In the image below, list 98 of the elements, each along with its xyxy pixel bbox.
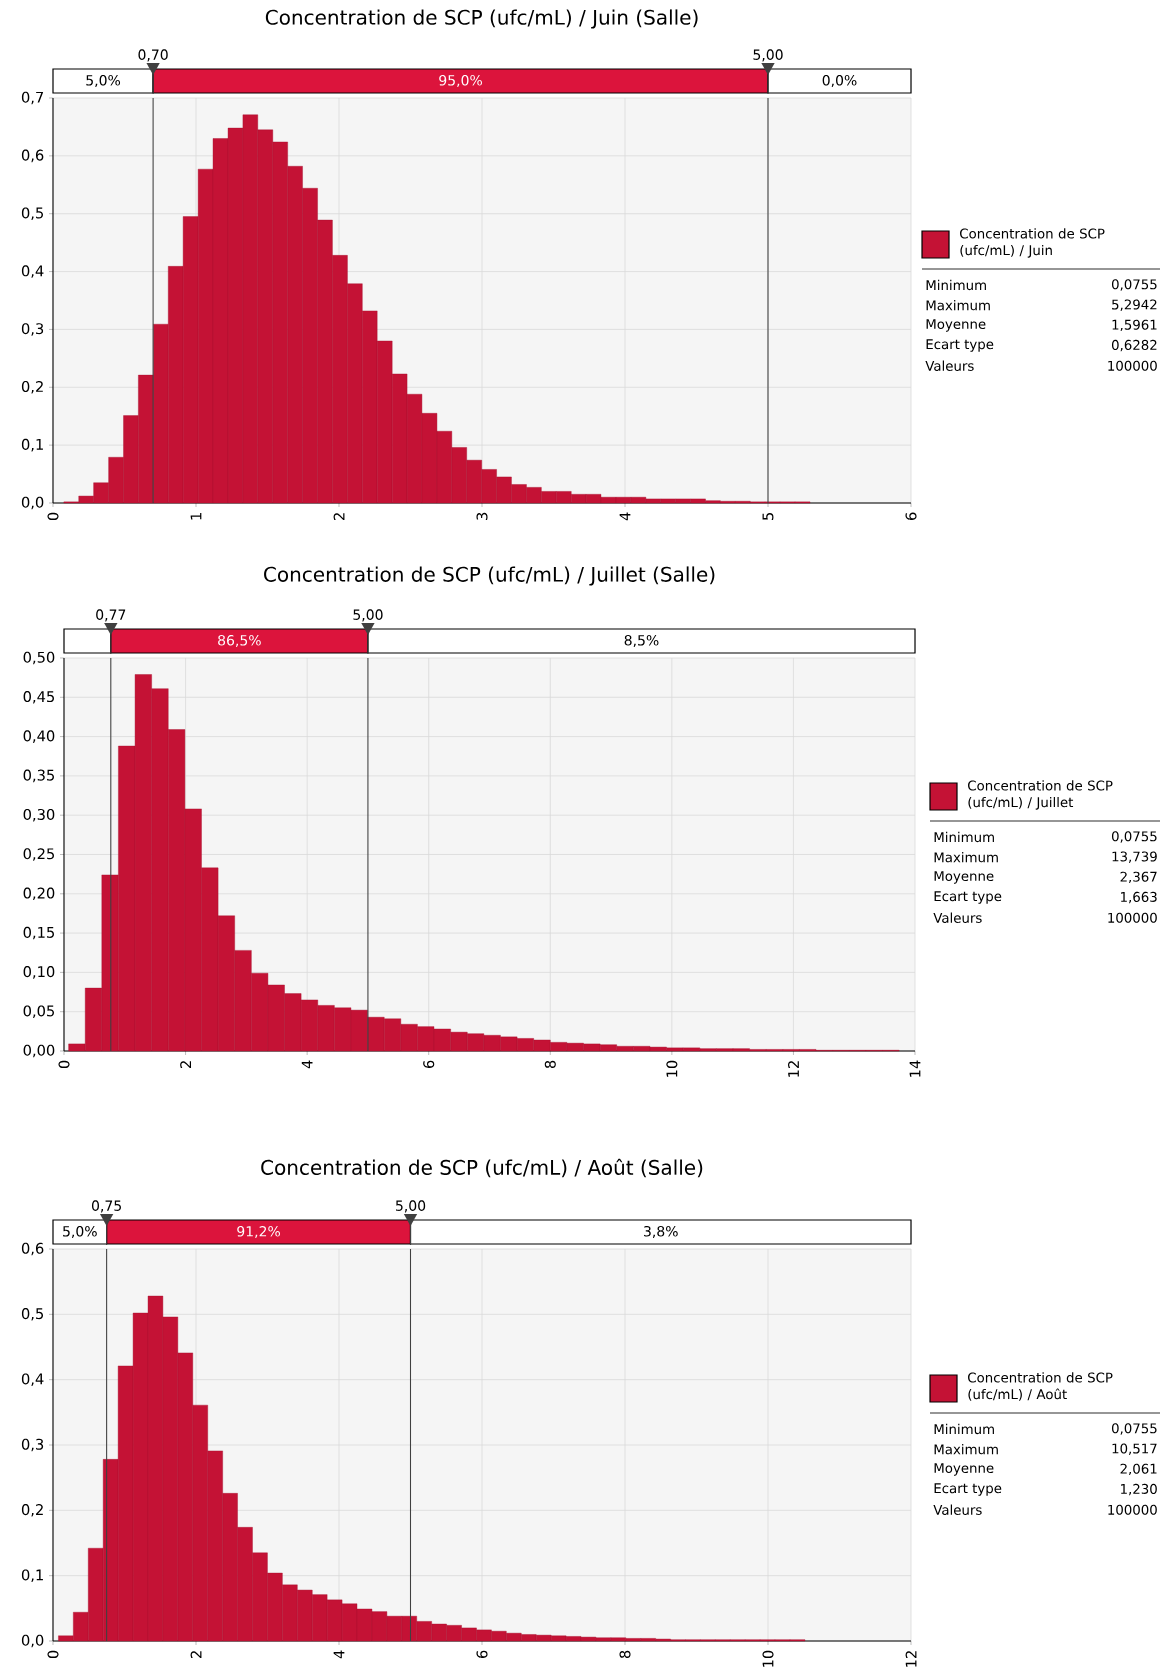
x-tick-label: 6 (905, 512, 917, 520)
x-tick-label: 0 (58, 1060, 70, 1069)
y-tick-label: 0,25 (23, 848, 54, 861)
y-tick-label: 0,6 (21, 149, 44, 163)
y-tick-label: 0,1 (21, 1569, 43, 1582)
y-tick-label: 0,7 (21, 91, 44, 105)
y-tick-label: 0,30 (23, 808, 55, 822)
x-tick-label: 5 (762, 512, 774, 520)
text: 8,5% (624, 634, 659, 647)
text: Maximum (934, 1444, 998, 1455)
y-tick-label: 0,05 (23, 1005, 54, 1018)
ref-line-label: 5,00 (396, 1200, 426, 1213)
y-tick-label: 0,2 (21, 380, 43, 394)
x-tick-label: 10 (762, 1650, 774, 1667)
text: Maximum (934, 852, 998, 863)
ref-line-label: 5,00 (353, 609, 383, 622)
y-tick-label: 0,5 (21, 1308, 44, 1321)
x-tick-label: 0 (47, 512, 59, 521)
text: Minimum (926, 279, 986, 291)
y-tick-label: 0,5 (21, 207, 44, 220)
y-tick-label: 0,3 (21, 1438, 44, 1452)
text: 5,0% (63, 1225, 97, 1239)
text: Ecart type (934, 891, 1002, 904)
x-tick-label: 8 (619, 1650, 631, 1659)
y-tick-label: 0,1 (21, 438, 43, 452)
y-tick-label: 0,3 (21, 323, 44, 336)
y-tick-label: 0,20 (23, 887, 55, 901)
x-tick-label: 6 (423, 1060, 435, 1069)
text: 100000 (1108, 912, 1157, 923)
text: Valeurs (925, 360, 974, 371)
text: 100000 (1108, 1504, 1157, 1515)
text: 1,5961 (1112, 319, 1157, 332)
chart-title: Concentration de SCP (ufc/mL) / Juin (Salle) (265, 9, 698, 29)
ref-line-label: 5,00 (753, 49, 783, 62)
x-tick-label: 4 (333, 1650, 345, 1659)
text: 0,0755 (1111, 831, 1157, 843)
text: 91,2% (237, 1225, 281, 1239)
y-tick-label: 0,6 (21, 1242, 44, 1256)
ref-line-label: 0,75 (91, 1200, 121, 1213)
text: 1,230 (1121, 1483, 1157, 1496)
y-tick-label: 0,2 (21, 1504, 43, 1517)
ref-line-label: 0,77 (96, 609, 126, 622)
y-tick-label: 0,15 (23, 926, 54, 940)
y-tick-label: 0,45 (23, 691, 54, 704)
y-tick-label: 0,4 (21, 265, 44, 278)
x-tick-label: 2 (333, 513, 345, 520)
x-tick-label: 4 (301, 1060, 313, 1069)
x-tick-label: 0 (47, 1650, 59, 1659)
text: 100000 (1108, 360, 1157, 371)
text: Moyenne (934, 871, 994, 884)
x-tick-label: 12 (905, 1651, 917, 1667)
text: Valeurs (933, 1504, 982, 1515)
text: Moyenne (934, 1463, 994, 1476)
text: 0,0755 (1111, 1423, 1157, 1435)
text: Valeurs (933, 912, 982, 923)
y-tick-label: 0,35 (23, 769, 54, 783)
y-tick-label: 0,00 (23, 1044, 55, 1058)
chart-title: Concentration de SCP (ufc/mL) / Août (Salle) (261, 1158, 703, 1178)
y-tick-label: 0,4 (21, 1373, 44, 1386)
text: Moyenne (926, 319, 986, 332)
chart-title: Concentration de SCP (ufc/mL) / Juillet (Salle) (264, 566, 715, 586)
y-tick-label: 0,0 (21, 1634, 44, 1648)
text: 1,663 (1121, 891, 1157, 904)
text: 0,0755 (1111, 279, 1157, 291)
legend-label: Concentration de SCP (ufc/mL) / Juin (960, 228, 1105, 258)
text: 2,367 (1120, 871, 1157, 884)
y-tick-label: 0,50 (23, 651, 55, 665)
x-tick-label: 12 (788, 1061, 799, 1077)
x-tick-label: 1 (190, 513, 202, 520)
text: 5,2942 (1112, 299, 1157, 311)
text: 3,8% (644, 1225, 678, 1239)
text: 0,6282 (1111, 339, 1157, 352)
x-tick-label: 2 (190, 1651, 202, 1658)
text: Maximum (926, 300, 990, 311)
x-tick-label: 4 (619, 512, 631, 521)
y-tick-label: 0,10 (23, 966, 55, 979)
x-tick-label: 2 (180, 1061, 192, 1068)
text: Ecart type (934, 1483, 1002, 1496)
text: 5,0% (86, 74, 121, 87)
ref-line-label: 0,70 (138, 49, 168, 62)
legend-label: Concentration de SCP (ufc/mL) / Août (968, 1372, 1113, 1401)
text: Ecart type (926, 339, 994, 352)
legend-label: Concentration de SCP (ufc/mL) / Juillet (968, 780, 1113, 810)
text: 10,517 (1112, 1443, 1157, 1455)
text: Minimum (934, 1423, 994, 1435)
text: 13,739 (1112, 851, 1157, 863)
x-tick-label: 14 (909, 1060, 921, 1077)
y-tick-label: 0,0 (21, 496, 44, 510)
x-tick-label: 6 (476, 1650, 488, 1659)
x-tick-label: 8 (544, 1060, 556, 1069)
text: 86,5% (218, 634, 261, 647)
x-tick-label: 3 (476, 512, 488, 520)
text: 95,0% (439, 74, 482, 87)
x-tick-label: 10 (666, 1060, 678, 1077)
text: Minimum (934, 831, 994, 843)
y-tick-label: 0,40 (23, 730, 55, 743)
text: 0,0% (822, 74, 857, 87)
text: 2,061 (1120, 1463, 1157, 1476)
